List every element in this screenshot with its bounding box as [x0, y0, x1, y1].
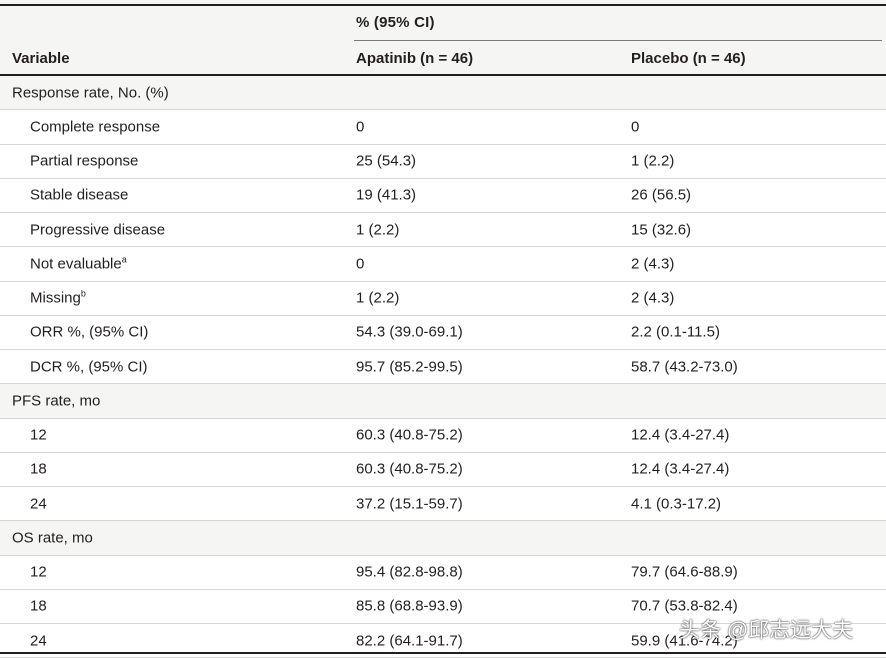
table-row: Stable disease 19 (41.3) 26 (56.5): [0, 178, 886, 213]
cell-apatinib: 0: [356, 118, 365, 136]
row-label: Missingb: [30, 288, 86, 307]
cell-apatinib: 54.3 (39.0-69.1): [356, 323, 463, 341]
row-label-text: Stable disease: [30, 186, 129, 204]
table-row: ORR %, (95% CI) 54.3 (39.0-69.1) 2.2 (0.1-…: [0, 315, 886, 350]
row-label: 24: [30, 632, 47, 649]
table-row: 12 95.4 (82.8-98.8) 79.7 (64.6-88.9): [0, 555, 886, 590]
cell-placebo: 26 (56.5): [631, 186, 692, 204]
row-label: Not evaluablea: [30, 254, 127, 273]
cell-placebo: 58.7 (43.2-73.0): [631, 358, 738, 376]
cell-placebo: 2 (4.3): [631, 255, 675, 273]
top-rule: [0, 4, 886, 6]
bottom-rule: [0, 652, 886, 654]
cell-placebo: 12.4 (3.4-27.4): [631, 426, 730, 444]
footnote-marker: a: [121, 254, 127, 265]
section-label: OS rate, mo: [12, 529, 93, 546]
row-label-text: Missing: [30, 289, 81, 307]
cell-apatinib: 85.8 (68.8-93.9): [356, 597, 463, 615]
cell-placebo: 2 (4.3): [631, 289, 675, 307]
row-label-text: 24: [30, 632, 47, 650]
table-row: DCR %, (95% CI) 95.7 (85.2-99.5) 58.7 (43.…: [0, 350, 886, 385]
row-label-text: Not evaluable: [30, 255, 122, 273]
row-label-text: DCR %, (95% CI): [30, 358, 148, 376]
cell-placebo: 79.7 (64.6-88.9): [631, 563, 738, 581]
table-row: 24 37.2 (15.1-59.7) 4.1 (0.3-17.2): [0, 487, 886, 522]
table-row: Progressive disease 1 (2.2) 15 (32.6): [0, 213, 886, 248]
row-label-text: ORR %, (95% CI): [30, 323, 149, 341]
table-row: 12 60.3 (40.8-75.2) 12.4 (3.4-27.4): [0, 418, 886, 453]
table-row: Complete response 0 0: [0, 110, 886, 145]
cell-apatinib: 19 (41.3): [356, 186, 417, 204]
cell-apatinib: 25 (54.3): [356, 152, 417, 170]
cell-apatinib: 60.3 (40.8-75.2): [356, 426, 463, 444]
header-variable: Variable: [12, 50, 70, 67]
cell-placebo: 15 (32.6): [631, 221, 692, 239]
row-label-text: Complete response: [30, 118, 161, 136]
cell-placebo: 2.2 (0.1-11.5): [631, 323, 720, 341]
table-row: Missingb 1 (2.2) 2 (4.3): [0, 281, 886, 316]
row-label-text: 18: [30, 460, 47, 478]
watermark: 头条 @邱志远大夫: [679, 619, 854, 642]
cell-apatinib: 1 (2.2): [356, 289, 400, 307]
cell-apatinib: 82.2 (64.1-91.7): [356, 632, 463, 650]
row-label: Partial response: [30, 153, 138, 170]
section-row: PFS rate, mo: [0, 384, 886, 419]
row-label: DCR %, (95% CI): [30, 358, 148, 375]
header-row: Variable Apatinib (n = 46) Placebo (n = …: [0, 44, 886, 74]
header-group-label: % (95% CI): [356, 14, 435, 31]
header-group-rule: [354, 40, 882, 41]
cell-placebo: 12.4 (3.4-27.4): [631, 460, 730, 478]
row-label-text: 12: [30, 426, 47, 444]
table-body: Response rate, No. (%) Complete response 0…: [0, 76, 886, 658]
row-label: 18: [30, 598, 47, 615]
row-label: Complete response: [30, 118, 160, 135]
cell-apatinib: 95.7 (85.2-99.5): [356, 358, 463, 376]
row-label-text: 24: [30, 495, 47, 513]
cell-placebo: 1 (2.2): [631, 152, 675, 170]
cell-apatinib: 1 (2.2): [356, 221, 400, 239]
row-label-text: Partial response: [30, 152, 139, 170]
row-label: 12: [30, 564, 47, 581]
row-label-text: PFS rate, mo: [12, 392, 101, 410]
row-label: Stable disease: [30, 187, 128, 204]
cell-placebo: 4.1 (0.3-17.2): [631, 495, 722, 513]
cell-apatinib: 95.4 (82.8-98.8): [356, 563, 463, 581]
row-label: 12: [30, 427, 47, 444]
section-label: Response rate, No. (%): [12, 84, 169, 101]
row-label: 24: [30, 495, 47, 512]
table-row: Not evaluablea 0 2 (4.3): [0, 247, 886, 282]
cell-apatinib: 37.2 (15.1-59.7): [356, 495, 463, 513]
table-row: Partial response 25 (54.3) 1 (2.2): [0, 144, 886, 179]
row-label-text: Response rate, No. (%): [12, 84, 169, 102]
row-label-text: 18: [30, 597, 47, 615]
header-rule: [0, 74, 886, 76]
row-label-text: OS rate, mo: [12, 529, 93, 547]
cell-placebo: 70.7 (53.8-82.4): [631, 597, 738, 615]
cell-placebo: 59.9 (41.6-74.2): [631, 632, 738, 650]
row-label: 18: [30, 461, 47, 478]
footnote-marker: b: [80, 288, 86, 299]
row-label-text: 12: [30, 563, 47, 581]
header-placebo: Placebo (n = 46): [631, 50, 746, 67]
cell-apatinib: 0: [356, 255, 365, 273]
row-label: Progressive disease: [30, 221, 165, 238]
section-row: OS rate, mo: [0, 521, 886, 556]
cell-apatinib: 60.3 (40.8-75.2): [356, 460, 463, 478]
section-row: Response rate, No. (%): [0, 76, 886, 111]
section-label: PFS rate, mo: [12, 392, 100, 409]
row-label-text: Progressive disease: [30, 221, 166, 239]
table-row: 18 85.8 (68.8-93.9) 70.7 (53.8-82.4): [0, 589, 886, 624]
cell-placebo: 0: [631, 118, 640, 136]
header-apatinib: Apatinib (n = 46): [356, 50, 474, 67]
row-label: ORR %, (95% CI): [30, 324, 148, 341]
table-row: 18 60.3 (40.8-75.2) 12.4 (3.4-27.4): [0, 452, 886, 487]
